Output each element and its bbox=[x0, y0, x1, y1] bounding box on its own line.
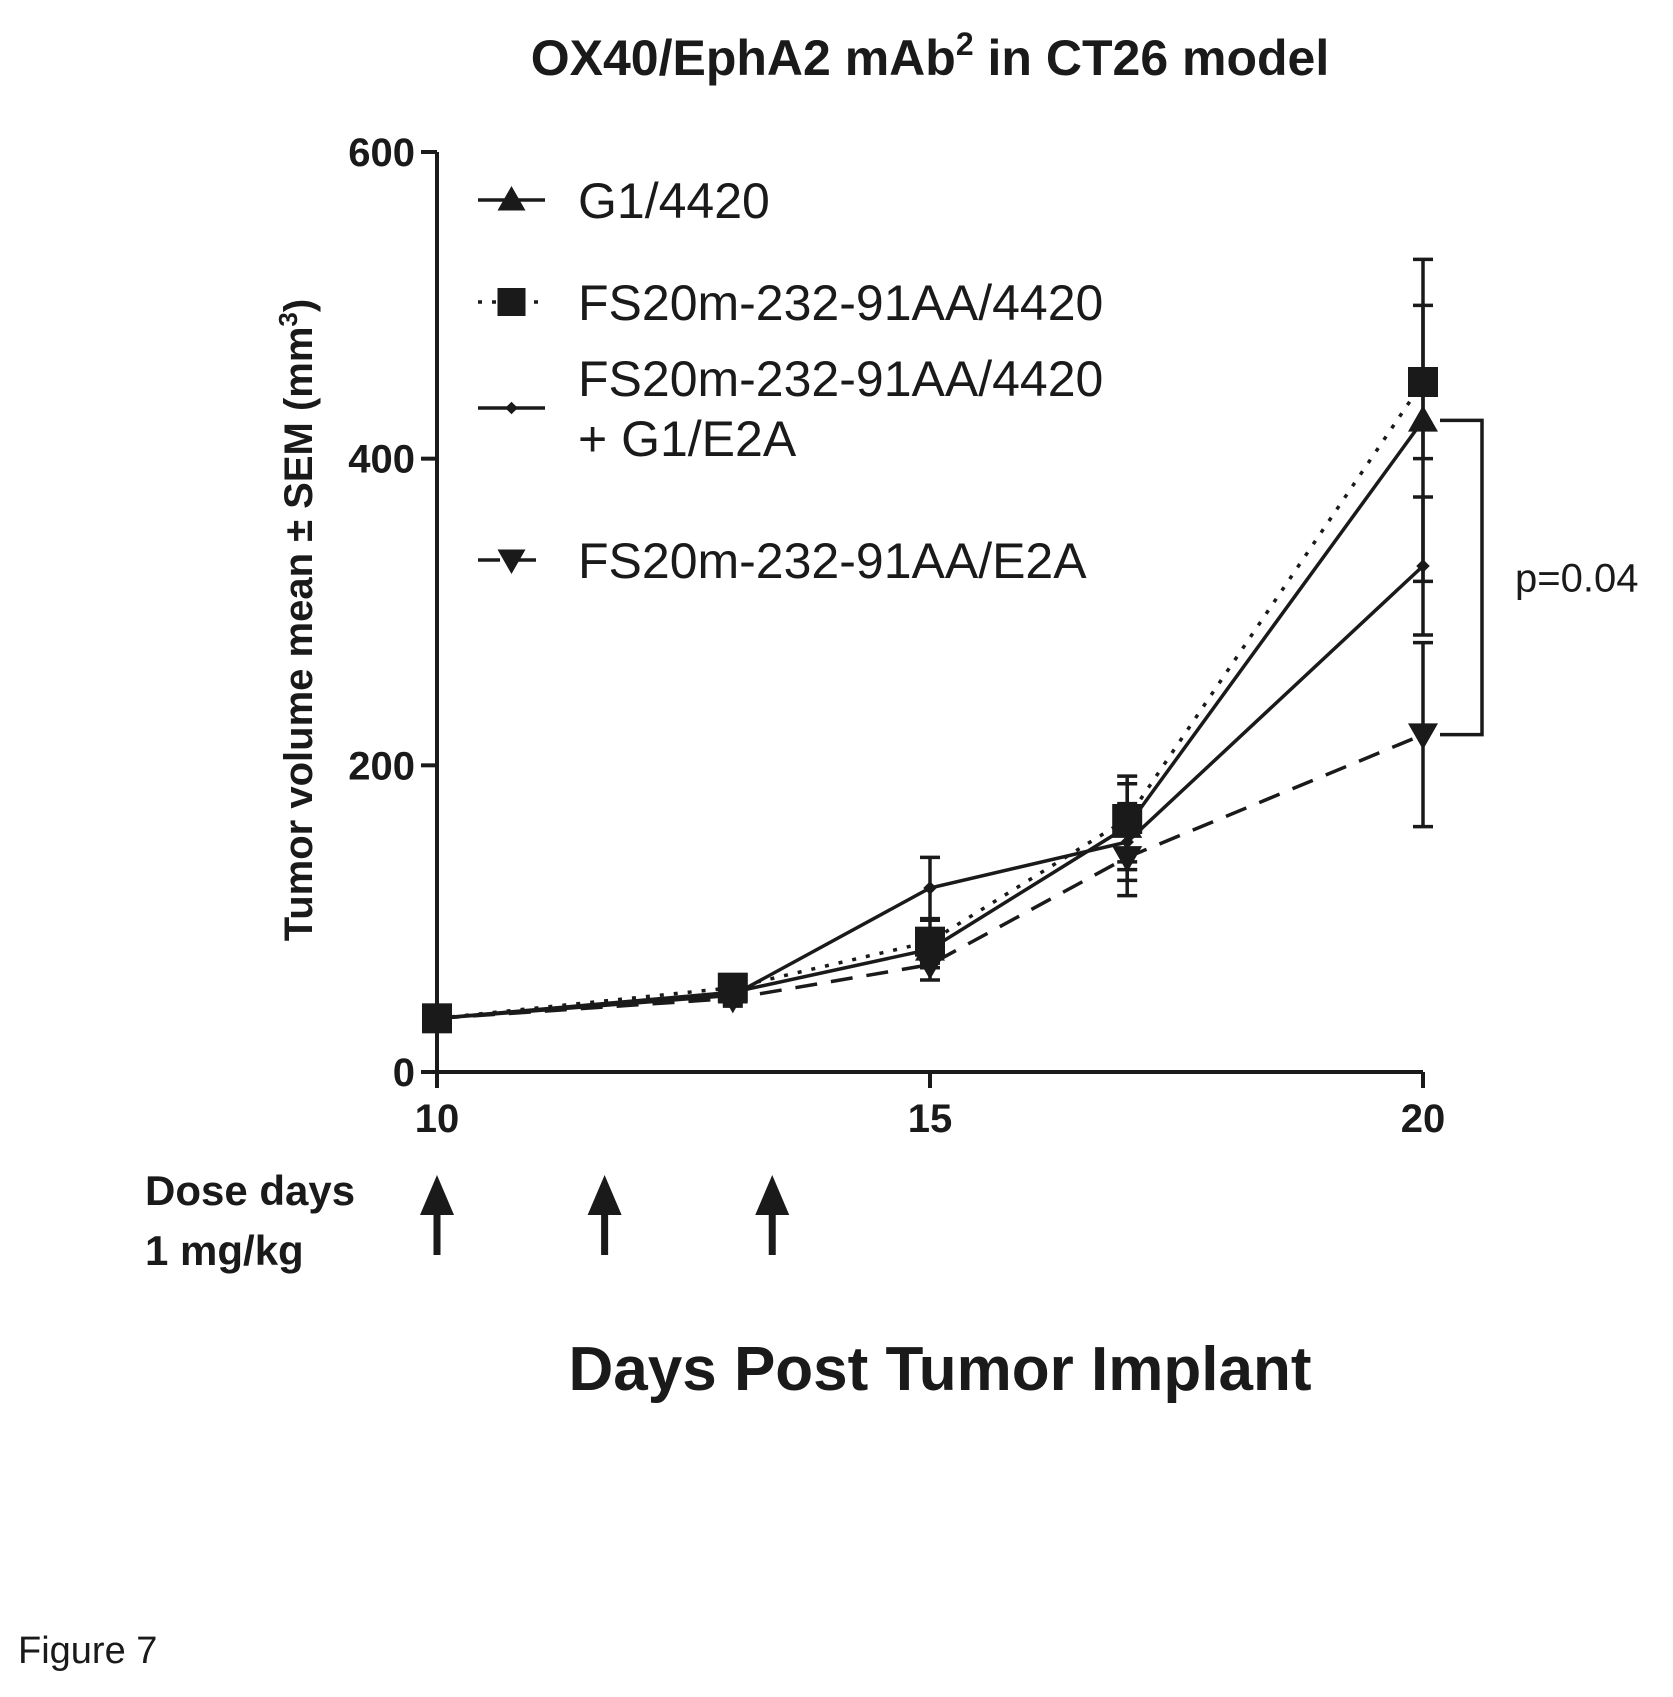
legend-label: FS20m-232-91AA/E2A bbox=[578, 533, 1087, 589]
series-line bbox=[436, 381, 1425, 1021]
series-line bbox=[436, 733, 1424, 1021]
y-tick-label: 200 bbox=[348, 744, 415, 788]
dose-arrow bbox=[420, 1175, 454, 1255]
axes: 0 200 400 600 10 15 20 bbox=[348, 131, 1445, 1141]
series-4 bbox=[422, 640, 1438, 1034]
legend-label: FS20m-232-91AA/4420 bbox=[578, 351, 1103, 407]
legend-item-1: G1/4420 bbox=[478, 173, 770, 229]
marker-triangle-down bbox=[497, 549, 526, 574]
chart-title-sup: 2 bbox=[956, 26, 974, 62]
dose-arrow bbox=[587, 1175, 622, 1255]
y-axis-label-close: ) bbox=[277, 299, 321, 312]
legend-item-2: FS20m-232-91AA/4420 bbox=[478, 275, 1103, 331]
p-value-label: p=0.04 bbox=[1515, 557, 1638, 601]
y-tick-label: 600 bbox=[348, 131, 415, 175]
marker-square bbox=[1408, 367, 1438, 397]
chart-title-rest: in CT26 model bbox=[974, 30, 1330, 86]
dose-days: Dose days 1 mg/kg bbox=[145, 1167, 790, 1274]
figure-label: Figure 7 bbox=[18, 1630, 157, 1672]
dose-arrow bbox=[755, 1175, 790, 1255]
dose-arrow-head bbox=[587, 1175, 622, 1215]
marker-triangle-down bbox=[1112, 846, 1143, 873]
marker-triangle-up bbox=[497, 186, 526, 211]
marker-triangle-down bbox=[717, 987, 748, 1014]
legend-label-line2: + G1/E2A bbox=[578, 411, 797, 467]
y-axis-label: Tumor volume mean ± SEM (mm3) bbox=[273, 299, 321, 941]
x-axis-label: Days Post Tumor Implant bbox=[569, 1335, 1312, 1404]
legend-item-4: FS20m-232-91AA/E2A bbox=[478, 533, 1087, 589]
marker-triangle-down bbox=[915, 953, 945, 980]
x-tick-label: 15 bbox=[908, 1097, 953, 1141]
marker-diamond bbox=[1416, 559, 1430, 573]
y-axis-label-main: Tumor volume mean ± SEM (mm bbox=[277, 327, 321, 942]
x-tick-label: 10 bbox=[415, 1097, 460, 1141]
marker-square bbox=[497, 288, 526, 316]
marker-triangle-down bbox=[1408, 723, 1438, 750]
y-tick-label: 400 bbox=[348, 438, 415, 482]
y-axis-label-sup: 3 bbox=[273, 312, 303, 326]
y-tick-label: 0 bbox=[393, 1051, 415, 1095]
chart-title: OX40/EphA2 mAb2 in CT26 model bbox=[531, 26, 1330, 86]
p-value-annotation: p=0.04 bbox=[1440, 418, 1638, 737]
series-2 bbox=[422, 303, 1438, 1034]
marker-diamond bbox=[505, 401, 518, 415]
chart-title-main: OX40/EphA2 mAb bbox=[531, 30, 956, 86]
dose-arrow-head bbox=[420, 1175, 454, 1215]
marker-diamond bbox=[923, 881, 937, 895]
legend-item-3: FS20m-232-91AA/4420+ G1/E2A bbox=[478, 351, 1103, 467]
legend-label: G1/4420 bbox=[578, 173, 770, 229]
dose-label: Dose days bbox=[145, 1167, 355, 1214]
bracket bbox=[1440, 418, 1484, 737]
legend-label: FS20m-232-91AA/4420 bbox=[578, 275, 1103, 331]
x-tick-label: 20 bbox=[1401, 1097, 1446, 1141]
dose-label-line2: 1 mg/kg bbox=[145, 1227, 304, 1274]
series-layer bbox=[422, 257, 1438, 1034]
legend: G1/4420FS20m-232-91AA/4420FS20m-232-91AA… bbox=[478, 173, 1103, 589]
marker-triangle-down bbox=[422, 1007, 452, 1034]
dose-arrow-head bbox=[755, 1175, 790, 1215]
